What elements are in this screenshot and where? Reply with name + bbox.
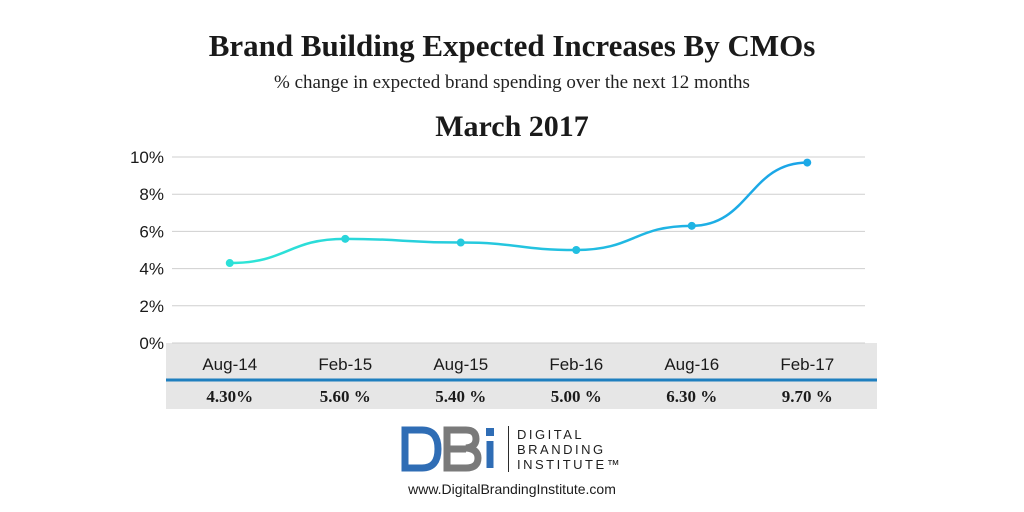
x-tick-label: Aug-16 [664,355,719,374]
logo-wordmark: DIGITAL BRANDING INSTITUTE™ [517,427,622,472]
data-value-label: 6.30 % [666,387,717,406]
period-heading: March 2017 [435,110,589,143]
website-url: www.DigitalBrandingInstitute.com [408,481,616,497]
data-value-label: 5.40 % [435,387,486,406]
x-tick-label: Feb-17 [780,355,834,374]
logo-line-2: BRANDING [517,441,606,457]
y-tick-label: 0% [139,334,164,353]
series-line [229,161,808,265]
x-tick-label: Feb-15 [318,355,372,374]
data-point [456,238,465,247]
data-point [341,234,350,243]
dbi-logo: DIGITAL BRANDING INSTITUTE™ [400,424,622,474]
data-point [687,221,696,230]
chart-subtitle: % change in expected brand spending over… [274,72,750,93]
logo-line-1: DIGITAL [517,426,585,442]
data-value-label: 5.60 % [320,387,371,406]
data-point [225,259,234,268]
dbi-logo-mark [401,426,494,472]
data-value-label: 9.70 % [782,387,833,406]
data-point [803,158,812,167]
x-tick-label: Aug-15 [433,355,488,374]
x-tick-label: Aug-14 [202,355,257,374]
y-tick-label: 2% [139,297,164,316]
data-value-label: 4.30% [206,387,253,406]
logo-divider [508,426,509,472]
y-tick-label: 10% [130,148,164,167]
y-tick-label: 6% [139,222,164,241]
data-point [572,246,581,254]
chart-title: Brand Building Expected Increases By CMO… [208,28,816,63]
logo-line-3: INSTITUTE™ [517,456,623,472]
data-value-label: 5.00 % [551,387,602,406]
y-tick-label: 4% [139,260,164,279]
y-tick-label: 8% [139,185,164,204]
x-tick-label: Feb-16 [549,355,603,374]
data-table-background [166,343,877,409]
